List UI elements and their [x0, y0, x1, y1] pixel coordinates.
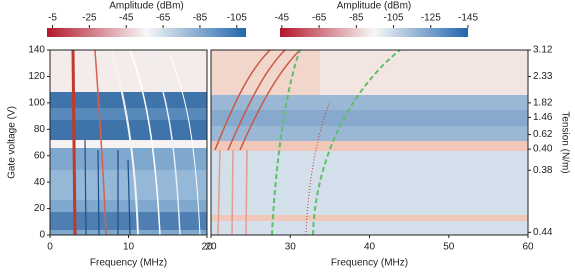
x-tick-label: 40 [364, 242, 376, 253]
y-tick-label: 100 [28, 97, 45, 108]
colorbar-tick-label: -145 [458, 13, 478, 24]
y-tick-label: 0 [39, 230, 45, 241]
colorbar-title: Amplitude (dBm) [109, 1, 183, 12]
colorbar [280, 28, 468, 37]
y-tick-label: 140 [28, 45, 45, 56]
y-tick-label: 20 [34, 203, 46, 214]
y2-axis-label: Tension (N/m) [559, 111, 570, 173]
colorbar-title: Amplitude (dBm) [337, 1, 411, 12]
y-tick-label: 40 [34, 177, 46, 188]
y-tick-label: 2.33 [533, 71, 553, 82]
y-tick-label: 1.82 [533, 97, 553, 108]
x-tick-label: 0 [47, 242, 53, 253]
x-tick-label: 10 [123, 242, 135, 253]
y-tick-label: 3.12 [533, 45, 553, 56]
x-tick-label: 60 [522, 242, 534, 253]
y-axis-label: Gate voltage (V) [7, 106, 18, 179]
y-tick-label: 0.62 [533, 129, 553, 140]
x-tick-label: 20 [201, 242, 213, 253]
colorbar-tick-label: -85 [349, 13, 364, 24]
x-axis-label: Frequency (MHz) [90, 258, 167, 269]
colorbar-tick-label: -105 [227, 13, 247, 24]
y-tick-label: 0.44 [533, 227, 553, 238]
colorbar [47, 28, 246, 37]
colorbar-tick-label: -45 [119, 13, 134, 24]
x-tick-label: 20 [205, 242, 217, 253]
colorbar-tick-label: -105 [384, 13, 404, 24]
y-tick-label: 120 [28, 71, 45, 82]
colorbar-tick-label: -85 [193, 13, 208, 24]
heatmap-image [50, 50, 207, 235]
y-tick-label: 0.40 [533, 144, 553, 155]
heatmap-image [211, 50, 528, 235]
colorbar-tick-label: -45 [275, 13, 290, 24]
x-axis-label: Frequency (MHz) [331, 258, 408, 269]
colorbar-tick-label: -25 [82, 13, 97, 24]
y-tick-label: 80 [34, 124, 46, 135]
colorbar-tick-label: -125 [421, 13, 441, 24]
colorbar-tick-label: -5 [48, 13, 57, 24]
y-tick-label: 60 [34, 150, 46, 161]
x-tick-label: 30 [285, 242, 297, 253]
y-tick-label: 0.38 [533, 165, 553, 176]
colorbar-tick-label: -65 [312, 13, 327, 24]
y-tick-label: 1.46 [533, 112, 553, 123]
colorbar-tick-label: -65 [156, 13, 171, 24]
x-tick-label: 50 [443, 242, 455, 253]
